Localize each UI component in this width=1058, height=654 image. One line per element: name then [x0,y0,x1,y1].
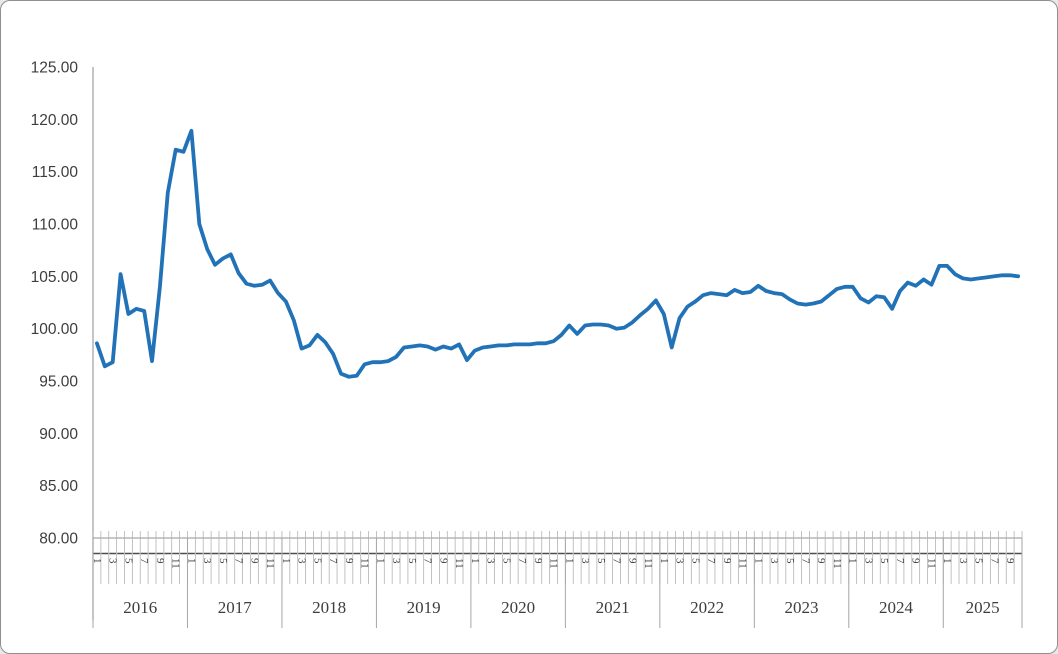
year-label: 2020 [501,598,535,617]
month-tick-label: 1 [658,558,670,564]
y-axis-tick-label: 120.00 [31,112,79,129]
year-labels: 2016 2017 2018 2019 2020 2021 2022 2023 2024 2025 [123,598,999,617]
month-tick-label: 11 [359,558,371,569]
month-tick-label: 5 [406,558,418,564]
month-tick-label: 1 [280,558,292,564]
month-tick-label: 5 [689,558,701,564]
month-tick-label: 11 [170,558,182,569]
month-tick-label: 3 [296,558,308,564]
month-tick-label: 3 [957,558,969,564]
y-axis-tick-label: 115.00 [32,164,79,181]
y-axis-tick-label: 90.00 [39,426,78,443]
month-tick-label: 9 [815,558,827,564]
y-axis-labels: 125.00 120.00 115.00 110.00 105.00 100.00 95.0… [31,59,79,547]
month-tick-label: 11 [925,558,937,569]
month-tick-label: 5 [973,558,985,564]
month-labels: 1 3 5 7 9 11 1 3 5 7 9 11 1 3 5 7 9 11 1 3 5 7 9 11 1 3 5 7 9 11 1 3 5 7 9… [91,558,1016,569]
y-axis-tick-label: 80.00 [39,530,78,547]
month-tick-label: 3 [674,558,686,564]
month-tick-label: 5 [500,558,512,564]
month-tick-label: 11 [264,558,276,569]
y-axis-tick-label: 105.00 [31,269,79,286]
month-tick-label: 9 [437,558,449,564]
year-label: 2018 [312,598,346,617]
year-label: 2022 [690,598,724,617]
month-tick-label: 3 [579,558,591,564]
month-tick-label: 9 [343,558,355,564]
y-axis-tick-label: 125.00 [31,59,79,76]
month-tick-label: 7 [138,558,150,564]
year-label: 2024 [879,598,914,617]
y-axis-tick-label: 95.00 [39,373,78,390]
month-tick-label: 11 [453,558,465,569]
month-tick-label: 3 [768,558,780,564]
month-tick-label: 7 [327,558,339,564]
month-tick-label: 7 [799,558,811,564]
month-tick-label: 11 [831,558,843,569]
year-label: 2023 [785,598,819,617]
month-tick-label: 3 [485,558,497,564]
month-tick-label: 9 [532,558,544,564]
y-axis-tick-label: 110.00 [32,216,79,233]
month-tick-label: 3 [862,558,874,564]
month-tick-label: 7 [516,558,528,564]
month-tick-label: 9 [626,558,638,564]
month-tick-label: 7 [894,558,906,564]
month-tick-label: 9 [154,558,166,564]
month-tick-label: 1 [752,558,764,564]
month-tick-label: 5 [595,558,607,564]
month-tick-label: 5 [311,558,323,564]
year-separators [92,538,1023,628]
month-tick-label: 9 [910,558,922,564]
y-axis-tick-label: 85.00 [39,478,78,495]
year-label: 2019 [407,598,441,617]
month-tick-label: 1 [185,558,197,564]
month-tick-label: 9 [721,558,733,564]
month-tick-label: 5 [122,558,134,564]
month-tick-label: 1 [91,558,103,564]
month-tick-label: 5 [217,558,229,564]
month-tick-label: 3 [201,558,213,564]
month-tick-label: 1 [374,558,386,564]
month-tick-label: 7 [233,558,245,564]
month-tick-label: 1 [847,558,859,564]
month-tick-label: 11 [737,558,749,569]
year-label: 2016 [123,598,157,617]
month-tick-label: 11 [642,558,654,569]
year-label: 2025 [966,598,1000,617]
month-tick-label: 11 [548,558,560,569]
data-line-monthly-index [95,128,1020,379]
month-tick-label: 7 [705,558,717,564]
month-tick-label: 5 [784,558,796,564]
month-tick-label: 5 [878,558,890,564]
y-axis-tick-label: 100.00 [31,321,79,338]
month-tick-label: 9 [248,558,260,564]
year-label: 2017 [218,598,253,617]
month-tick-label: 7 [988,558,1000,564]
month-tick-label: 1 [469,558,481,564]
month-tick-label: 1 [941,558,953,564]
month-tick-label: 7 [422,558,434,564]
month-tick-label: 3 [107,558,119,564]
year-label: 2021 [596,598,630,617]
month-tick-label: 3 [390,558,402,564]
month-tick-label: 1 [563,558,575,564]
month-tick-label: 9 [1004,558,1016,564]
month-tick-label: 7 [611,558,623,564]
